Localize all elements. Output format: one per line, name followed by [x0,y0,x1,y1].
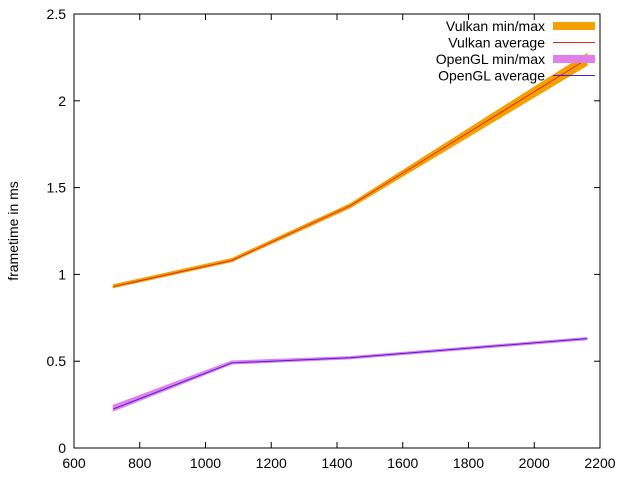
plot-area [112,52,588,412]
legend-swatch [553,55,595,63]
series-band-0 [112,52,588,289]
x-tick-label: 2200 [584,455,615,471]
legend-label: OpenGL min/max [436,51,545,67]
series-line-3 [113,338,587,410]
y-tick-label: 0 [58,440,66,456]
x-tick-label: 2000 [519,455,550,471]
x-tick-label: 1200 [256,455,287,471]
x-tick-label: 1800 [453,455,484,471]
legend-swatch [553,22,595,30]
legend-label: Vulkan min/max [446,18,545,34]
y-tick-label: 2 [58,93,66,109]
series-band-2 [112,336,588,412]
legend-label: Vulkan average [448,35,545,51]
y-tick-label: 2.5 [47,6,67,22]
legend-label: OpenGL average [438,68,545,84]
y-tick-label: 1.5 [47,180,67,196]
x-tick-label: 800 [128,455,152,471]
y-tick-label: 0.5 [47,353,67,369]
x-tick-label: 1600 [387,455,418,471]
x-tick-label: 1000 [190,455,221,471]
x-tick-label: 600 [62,455,86,471]
series-line-1 [113,58,588,288]
axes: 600 800 1000 1200 1400 1600 1800 2000 2200 0 0.5 1 1… [47,6,616,471]
x-tick-label: 1400 [321,455,352,471]
y-axis-label: frametime in ms [5,181,21,281]
y-tick-label: 1 [58,266,66,282]
